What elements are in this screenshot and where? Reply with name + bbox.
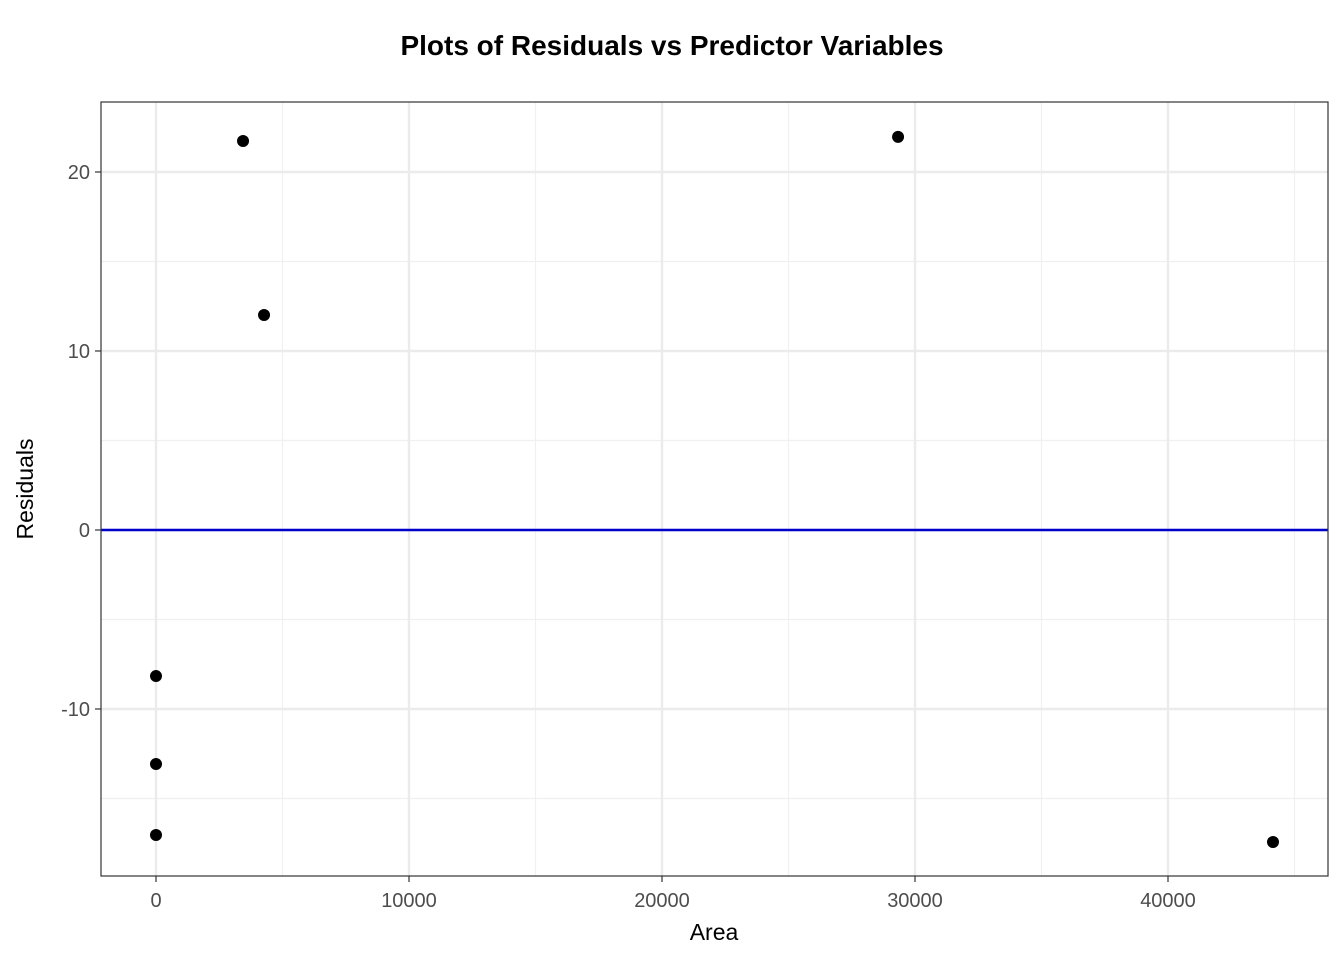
point bbox=[892, 130, 905, 143]
chart-title: Plots of Residuals vs Predictor Variable… bbox=[400, 30, 943, 61]
x-axis-title: Area bbox=[690, 919, 739, 945]
x-tick-label: 10000 bbox=[381, 890, 437, 912]
y-tick-label: -10 bbox=[61, 699, 90, 721]
x-tick-label: 0 bbox=[150, 890, 161, 912]
x-tick-label: 30000 bbox=[887, 890, 943, 912]
panel-border bbox=[100, 101, 1329, 877]
y-tick-label: 10 bbox=[68, 341, 90, 363]
point bbox=[150, 670, 163, 683]
x-tick-label: 40000 bbox=[1140, 890, 1196, 912]
point bbox=[1266, 835, 1279, 848]
x-tick-label: 20000 bbox=[634, 890, 690, 912]
y-tick-label: 0 bbox=[79, 520, 90, 542]
point bbox=[237, 135, 250, 148]
point bbox=[258, 309, 271, 322]
y-tick-label: 20 bbox=[68, 162, 90, 184]
y-axis-title: Residuals bbox=[12, 439, 38, 540]
point bbox=[150, 829, 163, 842]
point bbox=[150, 757, 163, 770]
